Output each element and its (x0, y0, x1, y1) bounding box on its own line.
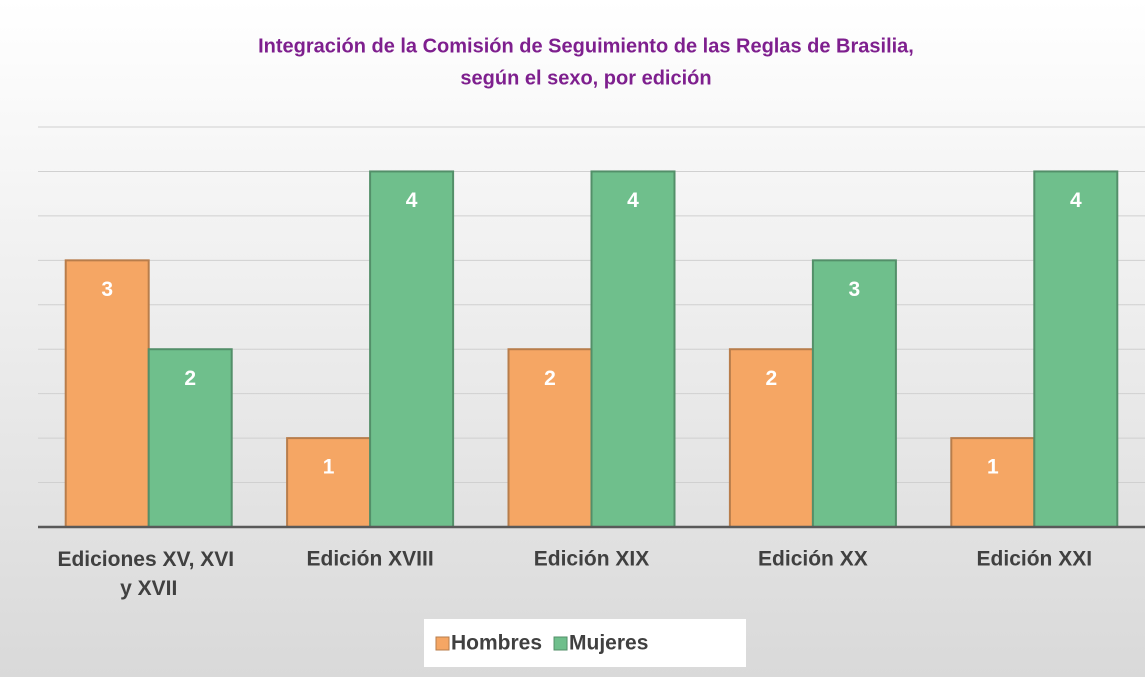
data-label: 4 (406, 189, 418, 212)
data-label: 2 (184, 367, 196, 390)
data-label: 1 (323, 456, 335, 479)
x-tick-label: Ediciones XV, XVI y XVII (57, 548, 239, 600)
legend-marker (553, 636, 568, 651)
data-label: 1 (987, 456, 999, 479)
data-label: 4 (627, 189, 639, 212)
x-tick-label: Edición XIX (534, 548, 650, 571)
bar (64, 259, 150, 528)
data-label: 3 (101, 278, 113, 301)
bar (590, 170, 676, 528)
data-label: 4 (1070, 189, 1082, 212)
bar (1033, 170, 1119, 528)
bar (507, 348, 593, 528)
bar (369, 170, 455, 528)
legend-label: Mujeres (569, 632, 648, 655)
data-label: 2 (766, 367, 778, 390)
data-label: 3 (849, 278, 861, 301)
data-label: 2 (544, 367, 556, 390)
legend-box (424, 619, 746, 667)
x-tick-label: Edición XX (758, 548, 868, 571)
legend-marker (435, 636, 450, 651)
chart-title: Integración de la Comisión de Seguimient… (258, 35, 914, 57)
legend-label: Hombres (451, 632, 542, 655)
chart-title: según el sexo, por edición (460, 67, 711, 89)
bar (950, 437, 1036, 528)
x-tick-label: Edición XXI (977, 548, 1093, 571)
x-tick-label: Edición XVIII (306, 548, 433, 571)
bar (286, 437, 372, 528)
